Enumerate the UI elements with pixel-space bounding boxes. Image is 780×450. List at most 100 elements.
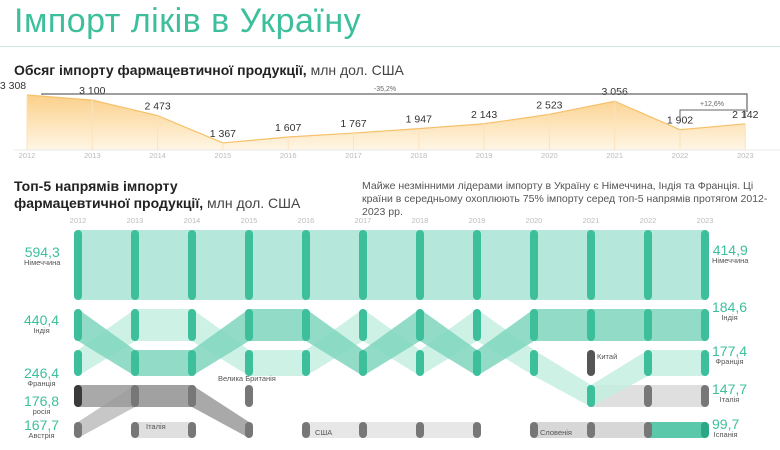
- annotation-total: -35,2%: [374, 86, 396, 93]
- area-chart-title: Обсяг імпорту фармацевтичної продукції, …: [14, 62, 404, 78]
- rank-marker-росія: [131, 385, 139, 407]
- value: 177,4: [712, 343, 748, 359]
- flow-band-Франція: [249, 350, 306, 376]
- flow-band-Німеччина: [648, 230, 705, 300]
- flow-band-Німеччина: [363, 230, 420, 300]
- inline-country-label: Велика Британія: [218, 374, 276, 383]
- rank-marker-США: [359, 422, 367, 438]
- x-tick-label: 2015: [241, 216, 258, 225]
- value-label: 2 523: [536, 99, 562, 111]
- value-label: 2 143: [471, 109, 497, 121]
- x-tick-label: 2018: [412, 216, 429, 225]
- rank-marker-Франція: [587, 385, 595, 407]
- x-tick-label: 2021: [583, 216, 600, 225]
- rank-marker-Франція: [530, 350, 538, 376]
- flow-band-Німеччина: [78, 230, 135, 300]
- rank-marker-Франція: [131, 309, 139, 341]
- x-tick-label: 2015: [215, 151, 232, 160]
- rank-marker-Франція: [473, 309, 481, 341]
- x-tick-label: 2016: [298, 216, 315, 225]
- country-name: Австрія: [28, 431, 55, 440]
- x-tick-label: 2014: [149, 151, 166, 160]
- title-divider: [0, 46, 780, 47]
- flow-band-Німеччина: [192, 230, 249, 300]
- value-label: 1 902: [667, 115, 693, 127]
- rank-marker-Індія: [701, 309, 709, 341]
- country-name: Індія: [33, 326, 50, 335]
- value-label: 1 607: [275, 122, 301, 134]
- flow-band-США: [306, 422, 363, 438]
- value: 167,7: [24, 417, 60, 433]
- rank-marker-Франція: [701, 350, 709, 376]
- x-tick-label: 2016: [280, 151, 297, 160]
- start-value-label: 246,4 Франція: [24, 366, 59, 388]
- flow-band-Словенія: [591, 422, 648, 438]
- rank-marker-Німеччина: [701, 230, 709, 300]
- rank-marker-Франція: [644, 350, 652, 376]
- rank-marker-Індія: [416, 309, 424, 341]
- rank-marker-Німеччина: [188, 230, 196, 300]
- rank-marker-росія: [74, 385, 82, 407]
- flow-band-США: [363, 422, 420, 438]
- value: 246,4: [24, 365, 60, 381]
- x-tick-label: 2022: [672, 151, 689, 160]
- country-name: росія: [32, 407, 51, 416]
- start-value-label: 167,7 Австрія: [24, 418, 59, 440]
- flow-band-Індія: [363, 309, 420, 376]
- flow-band-Франція: [534, 350, 591, 407]
- rank-marker-США: [416, 422, 424, 438]
- flow-band-Німеччина: [420, 230, 477, 300]
- inline-country-label: Словенія: [540, 428, 572, 437]
- flow-band-США: [420, 422, 477, 438]
- rank-marker-росія: [245, 422, 253, 438]
- flow-band-Німеччина: [591, 230, 648, 300]
- start-value-label: 440,4 Індія: [24, 313, 59, 335]
- rank-marker-Німеччина: [359, 230, 367, 300]
- rank-marker-Німеччина: [74, 230, 82, 300]
- rank-marker-Велика Британія: [245, 385, 253, 407]
- flow-band-Франція: [648, 350, 705, 376]
- rank-marker-Індія: [245, 309, 253, 341]
- annotation-recent: +12,6%: [700, 101, 724, 108]
- flow-band-Індія: [78, 309, 135, 376]
- flow-band-Індія: [477, 309, 534, 376]
- rank-marker-Індія: [74, 309, 82, 341]
- rank-marker-Німеччина: [644, 230, 652, 300]
- value: 176,8: [24, 393, 60, 409]
- flow-band-Італія: [135, 422, 192, 438]
- value-label: 3 308: [0, 80, 26, 92]
- x-tick-label: 2013: [127, 216, 144, 225]
- value: 184,6: [712, 299, 748, 315]
- flow-band-Індія: [192, 309, 249, 376]
- rank-marker-Словенія: [587, 422, 595, 438]
- flow-band-Франція: [135, 309, 192, 341]
- rank-marker-Словенія: [530, 422, 538, 438]
- value-label: 1 947: [406, 114, 432, 126]
- value-label: 3 056: [602, 86, 628, 98]
- country-name: Франція: [27, 379, 56, 388]
- flow-band-Індія: [534, 309, 591, 341]
- flow-band-Індія: [420, 309, 477, 376]
- area-line: [26, 94, 746, 144]
- rank-marker-Індія: [587, 309, 595, 341]
- x-tick-label: 2013: [84, 151, 101, 160]
- value-label: 2 473: [144, 101, 170, 113]
- value-label: 1 767: [340, 118, 366, 130]
- value: 414,9: [712, 242, 748, 258]
- flow-band-Німеччина: [135, 230, 192, 300]
- rank-marker-Іспанія: [701, 422, 709, 438]
- country-name: Італія: [719, 395, 740, 404]
- flow-band-Німеччина: [534, 230, 591, 300]
- flow-band-Індія: [648, 309, 705, 341]
- x-tick-label: 2020: [526, 216, 543, 225]
- bump-chart-note: Майже незмінними лідерами імпорту в Укра…: [362, 180, 768, 218]
- x-tick-label: 2012: [19, 151, 36, 160]
- x-tick-label: 2023: [737, 151, 754, 160]
- inline-country-label: Китай: [597, 352, 618, 361]
- x-tick-label: 2017: [355, 216, 372, 225]
- x-tick-label: 2019: [476, 151, 493, 160]
- rank-marker-Італія: [131, 422, 139, 438]
- flow-band-Франція: [591, 350, 648, 407]
